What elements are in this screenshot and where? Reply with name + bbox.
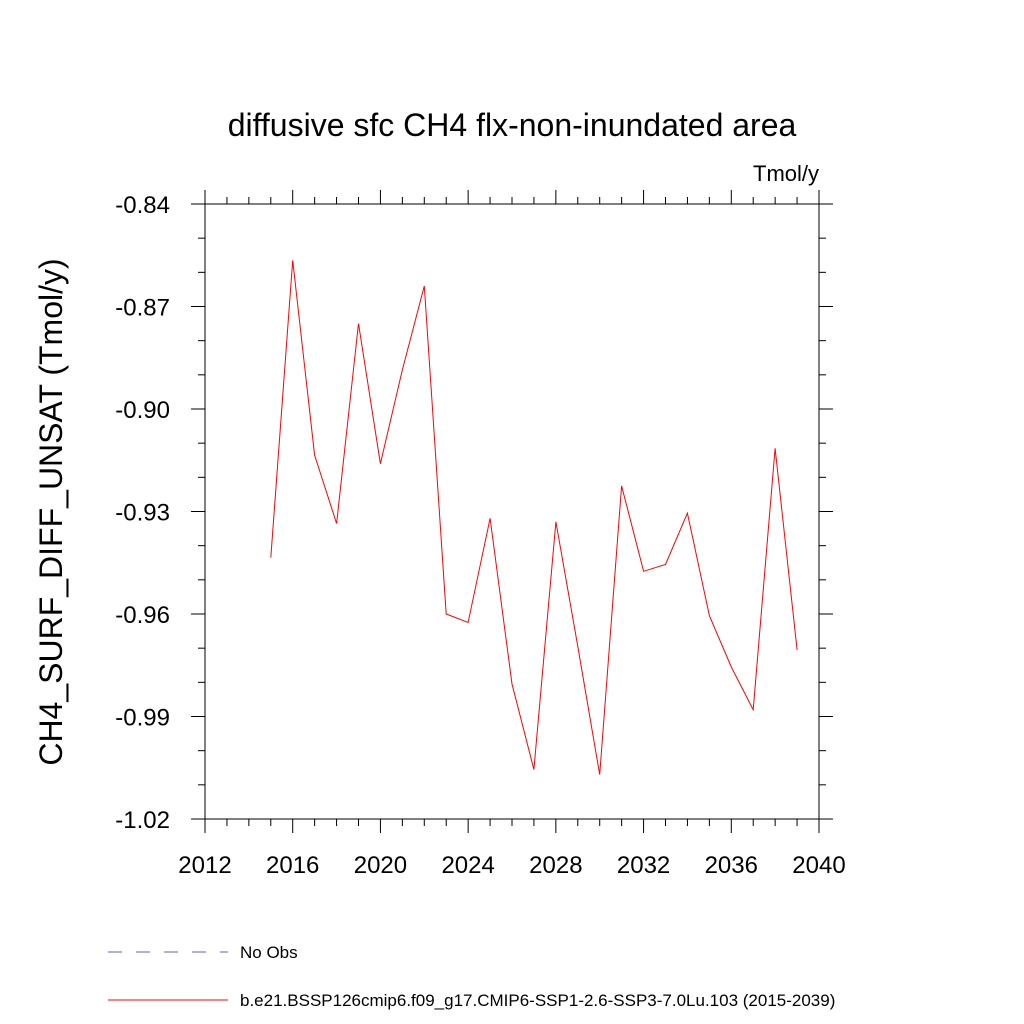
y-tick-label: -0.90: [115, 397, 170, 424]
y-tick-label: -1.02: [115, 807, 170, 834]
y-tick-label: -0.99: [115, 705, 170, 732]
units-label: Tmol/y: [753, 161, 819, 186]
x-tick-label: 2028: [529, 852, 582, 879]
legend-label-0: No Obs: [240, 943, 298, 962]
x-tick-label: 2032: [617, 852, 670, 879]
y-tick-label: -0.96: [115, 602, 170, 629]
y-tick-label: -0.87: [115, 295, 170, 322]
x-tick-label: 2012: [178, 852, 231, 879]
x-tick-label: 2024: [441, 852, 494, 879]
y-axis-label: CH4_SURF_DIFF_UNSAT (Tmol/y): [33, 258, 69, 765]
series-line-1: [270, 260, 798, 775]
x-tick-label: 2036: [705, 852, 758, 879]
legend: No Obs b.e21.BSSP126cmip6.f09_g17.CMIP6-S…: [108, 943, 835, 1010]
x-tick-label: 2040: [792, 852, 845, 879]
x-tick-label: 2016: [266, 852, 319, 879]
plot-area: 2012 2016 2020 2024 2028 2032 2036 2040 -0.84 -0.…: [115, 190, 846, 879]
y-tick-label: -0.93: [115, 500, 170, 527]
y-tick-label: -0.84: [115, 192, 170, 219]
chart-title: diffusive sfc CH4 flx-non-inundated area: [228, 107, 797, 143]
x-tick-label: 2020: [354, 852, 407, 879]
legend-label-1: b.e21.BSSP126cmip6.f09_g17.CMIP6-SSP1-2.…: [240, 991, 835, 1010]
